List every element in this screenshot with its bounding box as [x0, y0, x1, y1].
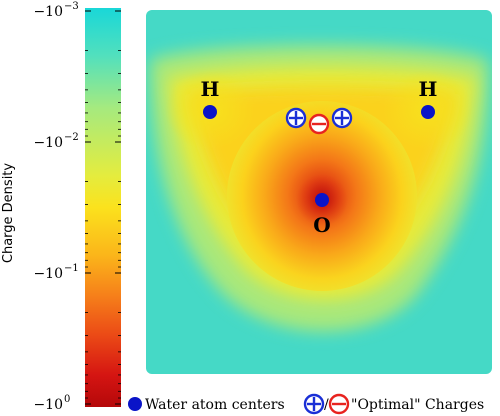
- optimal-charges: [285, 107, 353, 135]
- legend-separator: /: [324, 397, 329, 413]
- colorbar-label: Charge Density: [1, 163, 16, 264]
- colorbar-tick-label: −10: [33, 4, 63, 20]
- legend-positive-marker: [303, 393, 325, 415]
- hydrogen-atom-left: [203, 105, 217, 119]
- legend-negative-marker: [328, 393, 350, 415]
- colorbar-tick-exponent: −2: [64, 132, 79, 143]
- colorbar-tick-label: −10: [33, 135, 63, 151]
- positive-charge-right: [331, 107, 353, 129]
- colorbar-tick-label: −10: [33, 266, 63, 282]
- positive-charge-left: [285, 107, 307, 129]
- hydrogen-atom-right: [421, 105, 435, 119]
- colorbar-tick-exponent: −1: [64, 263, 79, 274]
- oxygen-label: O: [313, 213, 330, 237]
- density-field: [146, 10, 492, 374]
- legend-atoms-label: Water atom centers: [145, 397, 285, 413]
- colorbar-gradient: [85, 8, 121, 407]
- colorbar-tick-labels: −10 −3−10 −2−10 −1−10 0: [33, 1, 78, 413]
- atoms: H H O: [201, 77, 438, 237]
- colorbar: −10 −3−10 −2−10 −1−10 0 Charge Density: [1, 1, 121, 413]
- oxygen-atom: [315, 193, 329, 207]
- colorbar-tick-exponent: −3: [64, 1, 79, 12]
- colorbar-tick-exponent: 0: [64, 394, 70, 405]
- legend-atom-marker: [128, 397, 142, 411]
- legend-charges-label: "Optimal" Charges: [351, 397, 484, 413]
- colorbar-ticks: [85, 10, 121, 405]
- legend: Water atom centers / "Optimal" Charges: [128, 393, 484, 415]
- hydrogen-label-right: H: [419, 77, 438, 101]
- colorbar-tick-label: −10: [33, 397, 63, 413]
- hydrogen-label-left: H: [201, 77, 220, 101]
- negative-charge: [308, 113, 330, 135]
